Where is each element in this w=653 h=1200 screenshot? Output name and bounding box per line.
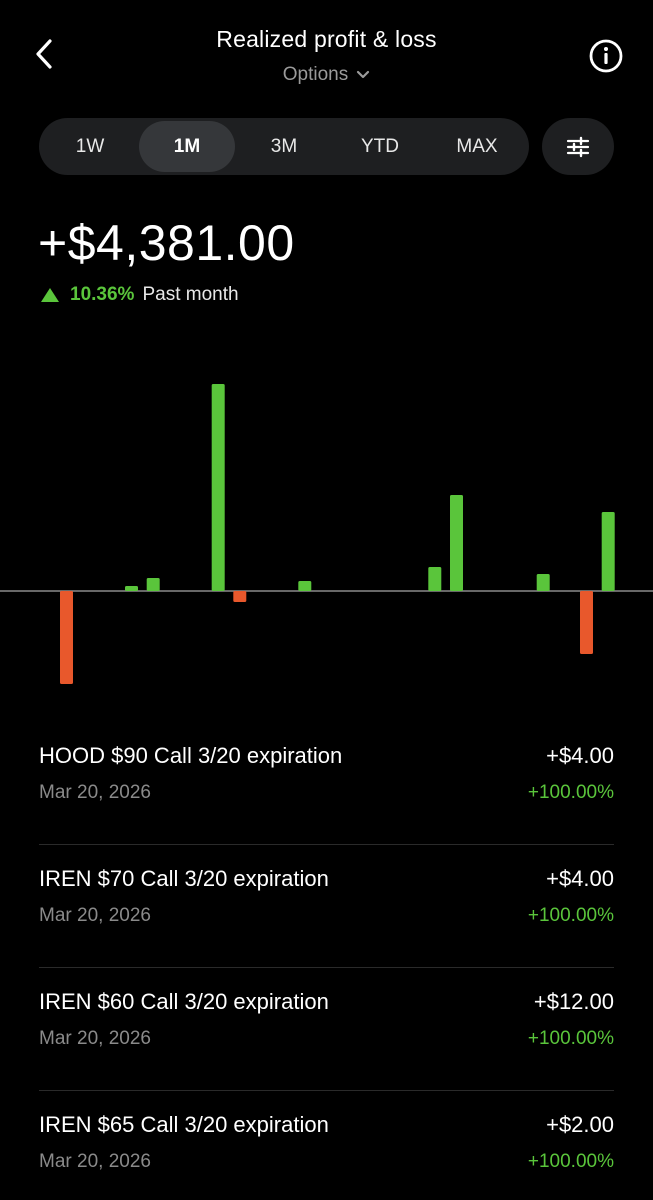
pnl-bar-chart: [0, 384, 653, 684]
range-selector: 1W 1M 3M YTD MAX: [39, 118, 529, 175]
sliders-icon: [566, 136, 590, 157]
trade-percent: +100.00%: [527, 1028, 614, 1049]
chart-bar-loss[interactable]: [233, 591, 247, 602]
triangle-up-icon: [41, 288, 59, 302]
trade-title: HOOD $90 Call 3/20 expiration: [39, 743, 343, 768]
chart-bar-profit[interactable]: [450, 495, 463, 591]
change-period: Past month: [142, 284, 239, 305]
options-dropdown-label: Options: [282, 64, 349, 85]
list-item[interactable]: IREN $65 Call 3/20 expiration Mar 20, 20…: [39, 1091, 614, 1200]
info-icon[interactable]: [588, 38, 624, 74]
trade-title: IREN $60 Call 3/20 expiration: [39, 989, 329, 1014]
trade-title: IREN $70 Call 3/20 expiration: [39, 866, 329, 891]
range-tab-max[interactable]: MAX: [456, 135, 498, 157]
range-tab-3m[interactable]: 3M: [270, 135, 298, 157]
options-dropdown[interactable]: Options: [0, 64, 653, 86]
trade-date: Mar 20, 2026: [39, 782, 151, 803]
chart-bar-profit[interactable]: [428, 567, 442, 591]
back-button[interactable]: [22, 30, 66, 78]
range-tab-1w[interactable]: 1W: [75, 135, 105, 157]
chart-bar-profit[interactable]: [125, 586, 138, 591]
trade-amount: +$2.00: [546, 1112, 614, 1137]
total-realized-pnl: +$4,381.00: [38, 215, 295, 271]
trade-percent: +100.00%: [527, 905, 614, 926]
page-title: Realized profit & loss: [216, 26, 437, 52]
chart-bar-profit[interactable]: [211, 384, 225, 591]
trade-title: IREN $65 Call 3/20 expiration: [39, 1112, 329, 1137]
chevron-down-icon: [357, 70, 370, 79]
trade-percent: +100.00%: [527, 782, 614, 803]
change-percent: 10.36%: [70, 284, 135, 305]
list-item[interactable]: IREN $60 Call 3/20 expiration Mar 20, 20…: [39, 968, 614, 1091]
trade-amount: +$4.00: [546, 743, 614, 768]
list-item[interactable]: IREN $70 Call 3/20 expiration Mar 20, 20…: [39, 845, 614, 968]
change-row: 10.36% Past month: [40, 284, 239, 306]
range-tab-1m[interactable]: 1M: [139, 121, 235, 172]
trade-date: Mar 20, 2026: [39, 1151, 151, 1172]
chart-bar-loss[interactable]: [60, 591, 73, 684]
trade-amount: +$4.00: [546, 866, 614, 891]
chart-bar-profit[interactable]: [536, 574, 550, 591]
chart-bar-profit[interactable]: [601, 512, 615, 591]
trade-amount: +$12.00: [533, 989, 614, 1014]
filter-button[interactable]: [542, 118, 614, 175]
chart-bar-profit[interactable]: [298, 581, 312, 591]
trade-date: Mar 20, 2026: [39, 1028, 151, 1049]
trades-list: HOOD $90 Call 3/20 expiration Mar 20, 20…: [39, 722, 614, 1200]
chart-bar-loss[interactable]: [580, 591, 593, 654]
range-tab-ytd[interactable]: YTD: [361, 135, 399, 157]
list-item[interactable]: HOOD $90 Call 3/20 expiration Mar 20, 20…: [39, 722, 614, 845]
chart-bar-profit[interactable]: [146, 578, 160, 591]
trade-percent: +100.00%: [527, 1151, 614, 1172]
chevron-left-icon: [36, 39, 52, 69]
trade-date: Mar 20, 2026: [39, 905, 151, 926]
